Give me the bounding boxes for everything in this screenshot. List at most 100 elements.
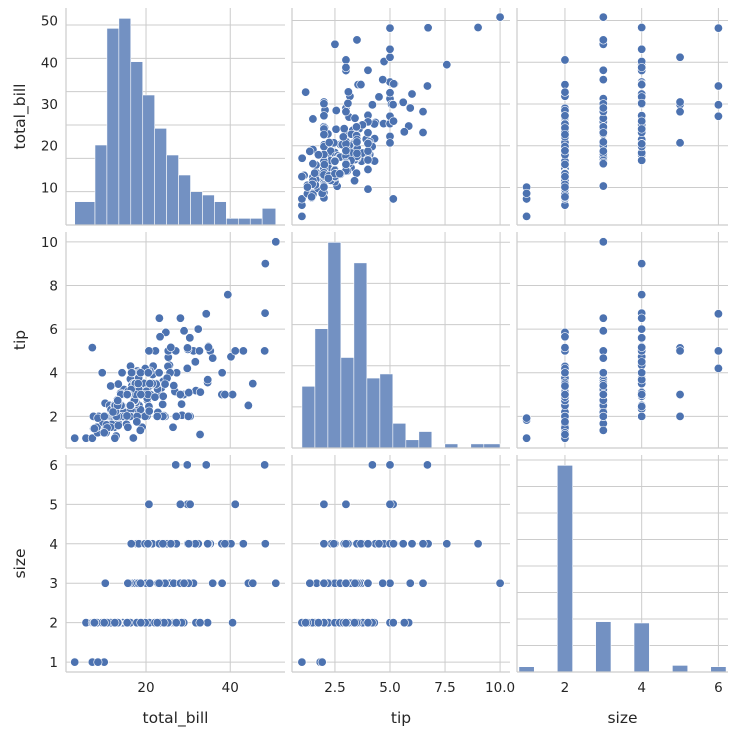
scatter-point: [495, 12, 505, 22]
scatter-point: [363, 539, 373, 549]
scatter-point: [388, 194, 398, 204]
scatter-point: [352, 168, 362, 178]
y-tick-label-tip: 10: [41, 235, 58, 251]
scatter-point: [97, 368, 107, 378]
scatter-point: [560, 368, 570, 378]
scatter-point: [356, 80, 366, 90]
scatter-point: [598, 181, 608, 191]
histogram-bar-tip: [444, 443, 459, 449]
scatter-point: [350, 176, 360, 186]
scatter-point: [598, 353, 608, 363]
scatter-point: [179, 578, 189, 588]
y-tick-label-size: 3: [49, 576, 58, 592]
scatter-point: [175, 390, 185, 400]
scatter-point: [522, 188, 532, 198]
scatter-point: [675, 107, 685, 117]
scatter-point: [113, 379, 123, 389]
scatter-point: [637, 98, 647, 108]
scatter-point: [385, 23, 395, 33]
scatter-point: [127, 368, 137, 378]
scatter-point: [598, 137, 608, 147]
scatter-point: [169, 381, 179, 391]
y-tick-label-size: 2: [49, 616, 58, 632]
scatter-point: [560, 390, 570, 400]
scatter-point: [352, 148, 362, 158]
scatter-point: [154, 368, 164, 378]
scatter-point: [378, 75, 388, 85]
x-tick-label-tip: 7.5: [434, 680, 455, 696]
scatter-point: [313, 150, 323, 160]
scatter-point: [238, 346, 248, 356]
scatter-point: [713, 363, 723, 373]
scatter-point: [398, 97, 408, 107]
histogram-bar-size: [672, 665, 689, 673]
scatter-point: [637, 63, 647, 73]
y-tick-label-total_bill: 50: [41, 14, 58, 30]
histogram-bar-total_bill: [154, 128, 167, 226]
scatter-point: [385, 460, 395, 470]
histogram-bar-total_bill: [130, 61, 144, 226]
scatter-point: [598, 128, 608, 138]
scatter-point: [331, 105, 341, 115]
scatter-point: [132, 417, 142, 427]
scatter-point: [367, 100, 377, 110]
scatter-point: [637, 155, 647, 165]
histogram-bar-tip: [405, 439, 420, 449]
scatter-point: [152, 618, 162, 628]
histogram-bar-size: [556, 465, 573, 673]
y-tick-label-tip: 4: [49, 366, 58, 382]
scatter-point: [363, 65, 373, 75]
scatter-point: [418, 127, 428, 137]
scatter-point: [158, 539, 168, 549]
scatter-point: [305, 146, 315, 156]
scatter-point: [319, 130, 329, 140]
scatter-point: [598, 368, 608, 378]
histogram-bar-total_bill: [74, 201, 96, 226]
scatter-point: [123, 578, 133, 588]
scatter-point: [136, 618, 146, 628]
scatter-point: [399, 127, 409, 137]
scatter-point: [389, 539, 399, 549]
scatter-point: [637, 402, 647, 412]
scatter-point: [713, 111, 723, 121]
scatter-point: [136, 578, 146, 588]
scatter-point: [152, 411, 162, 421]
scatter-point: [598, 159, 608, 169]
scatter-point: [363, 128, 373, 138]
scatter-point: [319, 499, 329, 509]
y-tick-label-size: 6: [49, 458, 58, 474]
scatter-point: [341, 107, 351, 117]
histogram-bar-total_bill: [106, 28, 120, 226]
scatter-point: [388, 618, 398, 628]
scatter-point: [113, 421, 123, 431]
scatter-point: [339, 124, 349, 134]
y-tick-label-size: 5: [49, 497, 58, 513]
scatter-point: [301, 87, 311, 97]
scatter-point: [405, 578, 415, 588]
scatter-point: [182, 363, 192, 373]
scatter-point: [522, 433, 532, 443]
y-tick-label-total_bill: 10: [41, 180, 58, 196]
scatter-point: [329, 539, 339, 549]
y-tick-label-size: 4: [49, 537, 58, 553]
scatter-point: [335, 169, 345, 179]
scatter-point: [385, 44, 395, 54]
scatter-point: [89, 424, 99, 434]
scatter-point: [228, 390, 238, 400]
scatter-point: [388, 100, 398, 110]
scatter-point: [297, 194, 307, 204]
x-tick-label-size: 6: [714, 680, 723, 696]
histogram-bar-total_bill: [166, 154, 179, 226]
y-tick-label-tip: 2: [49, 409, 58, 425]
scatter-point: [179, 326, 189, 336]
scatter-point: [110, 433, 120, 443]
scatter-point: [367, 460, 377, 470]
scatter-point: [238, 539, 248, 549]
scatter-point: [203, 539, 213, 549]
scatter-point: [637, 324, 647, 334]
histogram-bar-total_bill: [249, 218, 263, 226]
scatter-point: [418, 539, 428, 549]
y-axis-label-size: size: [11, 548, 29, 578]
x-tick-label-size: 2: [561, 680, 570, 696]
